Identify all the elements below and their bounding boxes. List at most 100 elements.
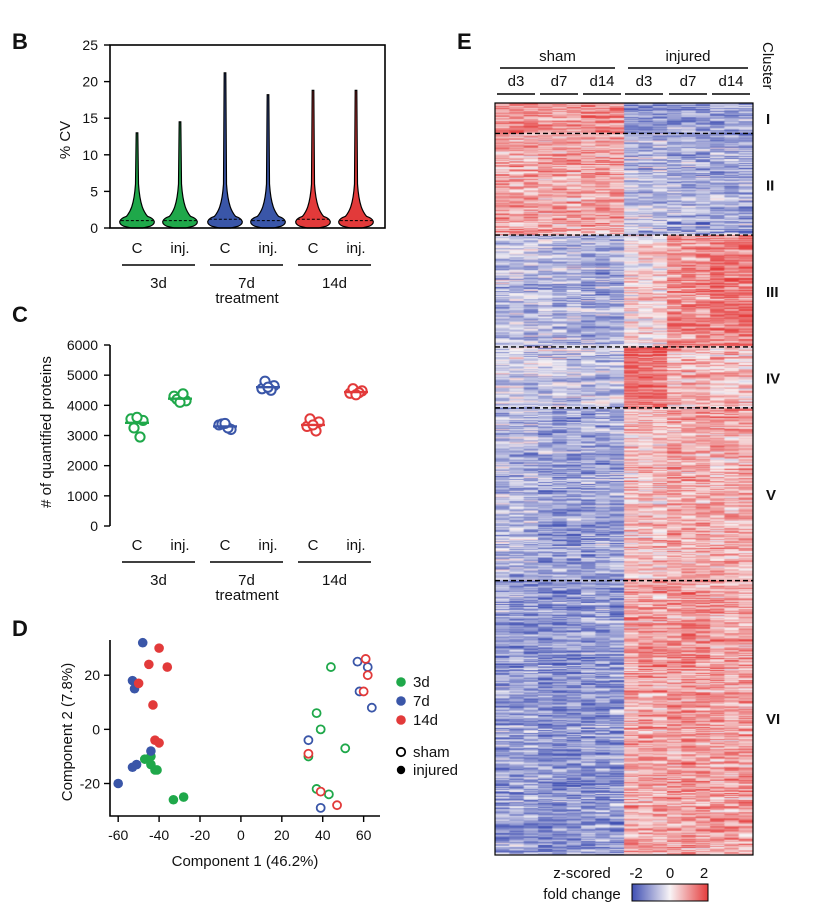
cluster-header: Cluster [759,42,776,90]
d-xtick-label: 60 [356,827,372,843]
legend-marker-14d [396,715,406,725]
d-data-point [360,654,371,664]
heatmap-image [495,103,753,855]
d-data-point [154,643,164,653]
c-group-label: 3d [150,572,167,589]
d-data-point [146,746,156,756]
d-xtick-label: -40 [149,827,169,843]
cluster-label-II: II [766,177,774,194]
c-ytick-label: 5000 [67,367,98,383]
d-data-point [358,686,369,697]
d-data-point [150,735,160,745]
cluster-label-IV: IV [766,370,780,387]
d-ytick-label: 0 [92,721,100,737]
panel-d-label: D [12,616,28,641]
heatmap-column-label: d3 [508,73,525,90]
panel-b-ylabel: % CV [57,121,74,159]
panel-c-ylabel: # of quantified proteins [38,356,55,508]
legend-marker-injured [396,765,406,775]
heatmap-column-label: d7 [680,73,697,90]
heatmap-column-label: d14 [589,73,614,90]
panel-d-ylabel: Component 2 (7.8%) [59,663,76,801]
c-category-label: C [132,537,143,554]
legend-marker-sham [395,746,407,758]
b-group-label: 14d [322,275,347,292]
b-ytick-label: 0 [90,220,98,236]
b-category-label: C [220,240,231,257]
legend-label-3d: 3d [413,674,430,691]
d-xtick-label: -20 [190,827,210,843]
c-ytick-label: 1000 [67,488,98,504]
c-group-label: 14d [322,572,347,589]
c-ytick-label: 4000 [67,397,98,413]
legend-label-7d: 7d [413,693,430,710]
b-ytick-label: 10 [82,147,98,163]
d-data-point [315,802,326,813]
d-data-point [144,659,154,670]
d-xtick-label: -60 [108,827,128,843]
d-data-point [303,748,314,759]
c-ytick-label: 6000 [67,337,98,353]
legend-label-injured: injured [413,762,458,779]
d-data-point [137,637,148,648]
b-category-label: inj. [170,240,189,257]
b-category-label: inj. [346,240,365,257]
b-category-label: inj. [258,240,277,257]
violin [162,121,198,229]
colorbar-label-line2: fold change [543,886,621,903]
c-ytick-label: 2000 [67,458,98,474]
legend-marker-7d [396,696,406,706]
violin [119,132,155,229]
d-data-point [326,662,336,672]
panel-d-axes [109,640,380,817]
violin [250,94,286,229]
heatmap-column-label: d3 [636,73,653,90]
colorbar-label-line1: z-scored [553,865,611,882]
d-data-point [133,678,144,689]
d-data-point [332,800,342,811]
c-category-label: C [220,537,231,554]
d-data-point [178,792,189,802]
legend-marker-3d [396,677,406,687]
d-data-point [303,735,314,746]
d-data-point [162,662,173,672]
heatmap-cells [495,103,753,855]
b-ytick-label: 20 [82,74,98,90]
c-ytick-label: 0 [90,518,98,534]
c-category-label: inj. [258,537,277,554]
cluster-label-I: I [766,111,770,128]
d-ytick-label: -20 [80,776,100,792]
d-data-point [168,794,179,805]
d-data-point [146,759,156,770]
c-data-point [128,422,140,434]
b-ytick-label: 15 [82,110,98,126]
b-ytick-label: 5 [90,183,98,199]
d-xtick-label: 40 [315,827,331,843]
d-data-point [315,786,326,797]
d-data-point [127,762,138,773]
panel-e-label: E [457,29,472,54]
c-category-label: C [308,537,319,554]
b-category-label: C [132,240,143,257]
d-data-point [366,702,377,713]
violin [338,89,374,229]
cluster-label-V: V [766,487,776,504]
panel-b-label: B [12,29,28,54]
d-data-point [340,743,351,754]
panel-d-xlabel: Component 1 (46.2%) [172,853,319,870]
colorbar-tick-label: 0 [666,865,674,882]
panel-b-xlabel: treatment [215,290,279,307]
legend-label-14d: 14d [413,712,438,729]
d-data-point [148,700,158,710]
heatmap-group-label-injured: injured [665,48,710,65]
panel-b-plot-frame [109,44,386,229]
b-group-label: 3d [150,275,167,292]
panel-c: C # of quantified proteins 0 1000 2000 3000… [12,302,371,604]
c-category-label: inj. [346,537,365,554]
d-data-point [362,662,373,672]
heatmap-frame [494,102,754,856]
c-ytick-label: 3000 [67,428,98,444]
c-group-label: 7d [238,572,255,589]
